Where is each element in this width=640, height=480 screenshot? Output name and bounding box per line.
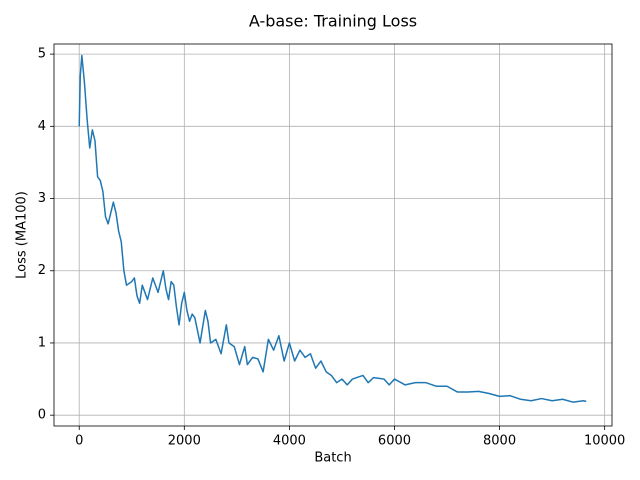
y-axis-label: Loss (MA100) <box>15 191 30 279</box>
plot-frame <box>53 43 613 427</box>
x-tick-label: 8000 <box>483 434 516 449</box>
chart-title: A-base: Training Loss <box>249 12 417 31</box>
x-tick-label: 0 <box>75 434 83 449</box>
x-axis-label: Batch <box>314 451 351 466</box>
y-tick-label: 1 <box>38 335 46 350</box>
x-tick-label: 6000 <box>378 434 411 449</box>
x-tick-label: 4000 <box>273 434 306 449</box>
y-tick-label: 0 <box>38 408 46 423</box>
y-tick-label: 5 <box>38 47 46 62</box>
x-tick-label: 2000 <box>168 434 201 449</box>
y-tick-label: 4 <box>38 119 46 134</box>
line <box>78 54 587 403</box>
x-tick-label: 10000 <box>584 434 625 449</box>
y-tick-label: 2 <box>38 263 46 278</box>
y-tick-label: 3 <box>38 191 46 206</box>
